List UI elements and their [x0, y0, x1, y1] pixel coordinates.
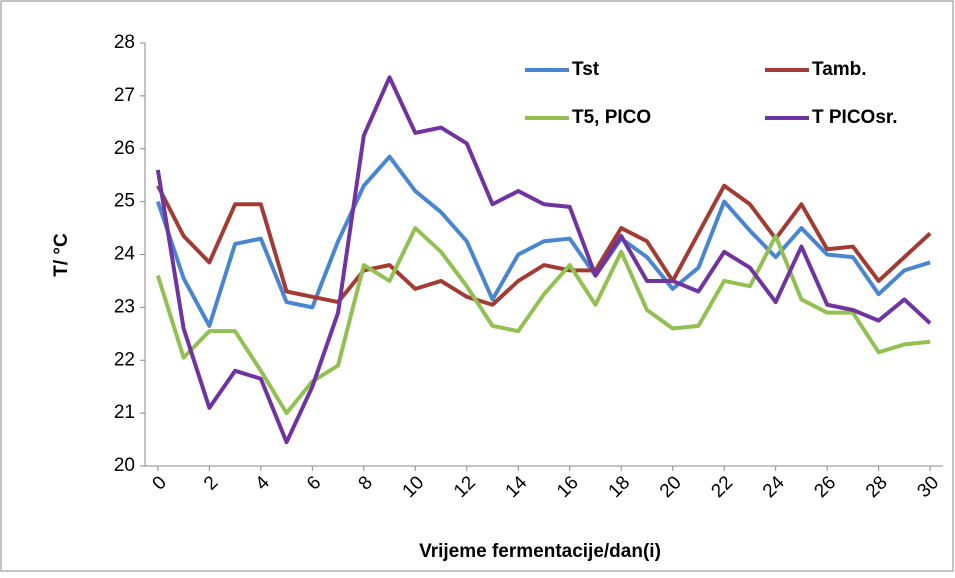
legend-label: Tst: [572, 59, 600, 80]
y-tick-label: 26: [114, 138, 135, 159]
y-tick-label: 24: [114, 244, 136, 265]
line-series: [156, 183, 932, 307]
y-tick-label: 23: [114, 296, 135, 317]
y-tick-label: 21: [114, 402, 135, 423]
y-axis-label: T/ °C: [51, 233, 72, 277]
y-tick-label: 28: [114, 32, 135, 53]
legend-label: T PICOsr.: [812, 107, 898, 128]
line-series: [155, 154, 931, 328]
line-series: [155, 226, 931, 416]
y-tick-label: 20: [114, 455, 135, 476]
legend-label: Tamb.: [812, 59, 867, 80]
y-tick-label: 25: [114, 191, 135, 212]
y-tick-label: 27: [114, 85, 135, 106]
y-tick-label: 22: [114, 349, 135, 370]
x-axis-label: Vrijeme fermentacije/dan(i): [419, 541, 661, 562]
line-series: [155, 75, 932, 445]
legend-label: T5, PICO: [572, 107, 651, 128]
